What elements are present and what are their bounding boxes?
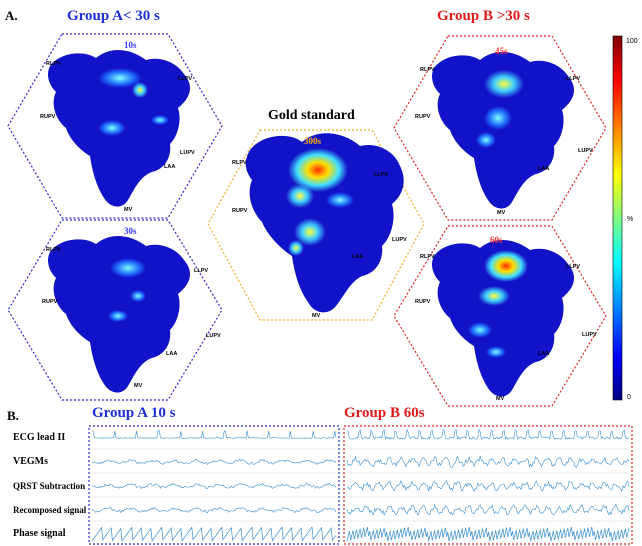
- anat-label: LLPV: [374, 172, 389, 178]
- colorbar-unit-label: %: [627, 216, 634, 223]
- anat-label: LUPV: [206, 333, 221, 339]
- map-time-label: 30s: [124, 226, 137, 236]
- colorbar: [612, 35, 623, 401]
- anat-label: RUPV: [42, 299, 58, 305]
- signal-trace: [346, 479, 630, 493]
- anat-label: RUPV: [232, 208, 248, 214]
- map-time-label: 10s: [124, 40, 137, 50]
- map-b45: [432, 51, 575, 209]
- signal-trace: [346, 503, 630, 516]
- panel-b-box-groupa: [88, 425, 340, 545]
- panel-b-box-groupb: [343, 425, 633, 545]
- hex-frame-b60: [393, 225, 607, 407]
- row-label: Phase signal: [13, 528, 66, 539]
- anat-label: MV: [134, 383, 143, 389]
- map-time-label: 60s: [490, 235, 503, 245]
- anat-label: LUPV: [578, 148, 593, 154]
- anat-label: LAA: [164, 164, 176, 170]
- anat-label: LLPV: [566, 264, 581, 270]
- anat-label: RLPV: [232, 160, 247, 166]
- map-a10: [48, 49, 191, 207]
- anat-label: LUPV: [582, 332, 597, 338]
- signal-trace: [91, 458, 337, 466]
- map-time-label: 300s: [304, 136, 322, 146]
- anat-label: RLPV: [46, 247, 61, 253]
- anat-label: MV: [496, 396, 505, 402]
- row-label: Recomposed signal: [13, 505, 87, 515]
- panel-b-group-a-title: Group A 10 s: [92, 405, 176, 421]
- gold-standard-title: Gold standard: [268, 108, 355, 123]
- map-time-label: 45s: [495, 46, 508, 56]
- group-b-title: Group B >30 s: [437, 8, 530, 24]
- anat-label: RUPV: [415, 299, 431, 305]
- hex-frame-a10: [7, 33, 223, 219]
- signal-traces: [91, 428, 630, 546]
- map-b60: [432, 239, 575, 397]
- colorbar-max-label: 100: [626, 38, 638, 45]
- panel-b-group-b-title: Group B 60s: [344, 405, 425, 421]
- anat-label: RLPV: [420, 254, 435, 260]
- map-gold: [245, 133, 404, 313]
- anat-label: LUPV: [392, 237, 407, 243]
- row-label: VEGMs: [13, 456, 48, 467]
- anat-label: LAA: [538, 351, 550, 357]
- signal-trace: [346, 526, 630, 542]
- anat-label: LLPV: [194, 268, 209, 274]
- anat-label: RLPV: [46, 61, 61, 67]
- row-label: QRST Subtraction: [13, 481, 86, 491]
- signal-trace: [91, 482, 337, 490]
- anat-label: RLPV: [420, 67, 435, 73]
- group-a-title: Group A< 30 s: [67, 8, 160, 24]
- hex-frame-a30: [7, 219, 223, 401]
- anat-label: LLPV: [566, 76, 581, 82]
- panel-a-letter: A.: [5, 8, 18, 23]
- hex-frame-b45: [393, 35, 607, 221]
- anat-label: RUPV: [415, 114, 431, 120]
- signal-trace: [92, 430, 337, 439]
- anat-label: MV: [497, 210, 506, 216]
- anat-label: LUPV: [180, 150, 195, 156]
- panel-b-letter: B.: [7, 408, 19, 423]
- anat-label: MV: [124, 207, 133, 213]
- hex-frame-gold: [207, 129, 425, 321]
- signal-trace: [346, 455, 630, 468]
- anat-label: LAA: [166, 351, 178, 357]
- colorbar-min-label: 0: [627, 394, 631, 401]
- anat-label: LAA: [352, 254, 364, 260]
- anat-label: LLPV: [178, 76, 193, 82]
- map-a30: [48, 235, 191, 393]
- signal-trace: [346, 428, 630, 440]
- anat-label: LAA: [538, 166, 550, 172]
- signal-trace: [91, 526, 337, 542]
- anat-label: RUPV: [40, 114, 56, 120]
- anat-label: MV: [312, 313, 321, 319]
- row-label: ECG lead II: [13, 432, 66, 443]
- signal-trace: [91, 506, 337, 514]
